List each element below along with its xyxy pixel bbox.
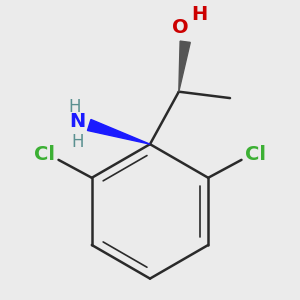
Polygon shape — [179, 41, 190, 92]
Text: Cl: Cl — [245, 145, 266, 164]
Text: H: H — [191, 5, 207, 24]
Text: Cl: Cl — [34, 145, 55, 164]
Text: N: N — [70, 112, 86, 131]
Polygon shape — [88, 119, 150, 144]
Text: O: O — [172, 18, 188, 37]
Text: H: H — [69, 98, 81, 116]
Text: H: H — [71, 133, 84, 151]
